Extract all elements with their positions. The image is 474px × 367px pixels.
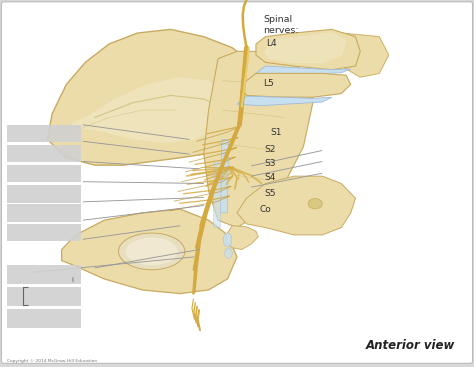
Bar (7, 145, 81, 162)
Bar (7, 125, 81, 142)
Text: S4: S4 (264, 174, 276, 182)
Text: S1: S1 (270, 128, 282, 137)
Text: S5: S5 (264, 189, 276, 198)
Polygon shape (71, 77, 232, 143)
Polygon shape (237, 176, 356, 235)
Polygon shape (256, 66, 351, 76)
Text: L5: L5 (263, 79, 274, 88)
Ellipse shape (126, 238, 178, 265)
Text: i: i (72, 277, 73, 283)
Bar (7, 204, 81, 222)
Polygon shape (242, 73, 351, 97)
Polygon shape (226, 226, 258, 250)
Text: L4: L4 (266, 39, 277, 48)
Text: S2: S2 (264, 145, 276, 154)
Polygon shape (204, 51, 313, 228)
Ellipse shape (225, 248, 232, 258)
Text: Spinal
nerves:: Spinal nerves: (263, 15, 299, 35)
FancyBboxPatch shape (1, 2, 473, 363)
Text: S3: S3 (264, 159, 276, 168)
Ellipse shape (118, 233, 185, 270)
Bar (7, 265, 81, 284)
Bar (7, 185, 81, 203)
Text: Copyright © 2014 McGraw-Hill Education: Copyright © 2014 McGraw-Hill Education (7, 359, 97, 363)
Text: Anterior view: Anterior view (365, 339, 455, 352)
Bar (7, 165, 81, 182)
Polygon shape (265, 33, 346, 62)
Polygon shape (237, 96, 332, 106)
Bar (7, 224, 81, 241)
Ellipse shape (223, 233, 232, 247)
Text: Co: Co (260, 206, 272, 214)
Polygon shape (213, 161, 221, 228)
Bar (7, 309, 81, 328)
Polygon shape (62, 209, 237, 294)
Polygon shape (47, 29, 261, 165)
Polygon shape (220, 139, 228, 213)
Ellipse shape (308, 199, 322, 209)
Polygon shape (341, 33, 389, 77)
Bar (7, 287, 81, 306)
Polygon shape (256, 29, 360, 70)
